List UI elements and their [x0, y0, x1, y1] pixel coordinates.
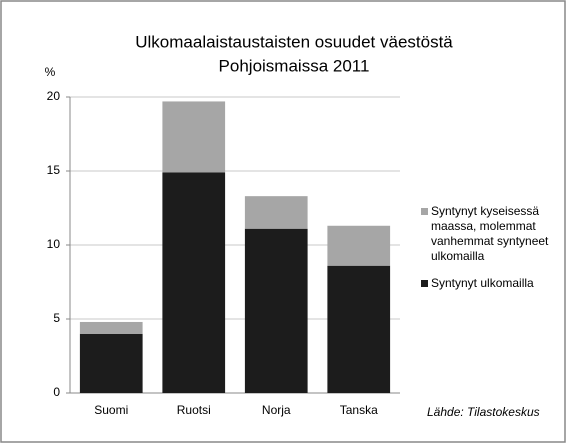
- x-tick-label: Suomi: [94, 403, 128, 417]
- bar-segment: [79, 333, 143, 393]
- bar-segment: [162, 101, 226, 173]
- legend-label: Syntynyt ulkomailla: [431, 276, 534, 290]
- y-axis-label: %: [45, 65, 56, 79]
- legend-label: Syntynyt kyseisessä maassa, molemmat van…: [431, 204, 552, 263]
- bar-segment: [244, 196, 308, 229]
- bar-segment: [327, 225, 391, 266]
- legend-swatch: [421, 280, 428, 287]
- legend-swatch: [421, 208, 428, 215]
- chart-title: Pohjoismaissa 2011: [219, 56, 370, 75]
- y-tick-label: 5: [53, 311, 60, 325]
- bar-segment: [79, 321, 143, 334]
- y-tick-label: 20: [47, 89, 61, 103]
- y-tick-label: 15: [47, 163, 61, 177]
- x-tick-label: Tanska: [340, 403, 378, 417]
- x-tick-label: Norja: [262, 403, 291, 417]
- bar-segment: [244, 228, 308, 393]
- y-tick-label: 10: [47, 237, 61, 251]
- bar-segment: [162, 172, 226, 393]
- bar-segment: [327, 265, 391, 393]
- y-tick-label: 0: [53, 385, 60, 399]
- x-tick-label: Ruotsi: [177, 403, 211, 417]
- source-note: Lähde: Tilastokeskus: [427, 405, 540, 419]
- chart-title: Ulkomaalaistaustaisten osuudet väestöstä: [135, 32, 453, 51]
